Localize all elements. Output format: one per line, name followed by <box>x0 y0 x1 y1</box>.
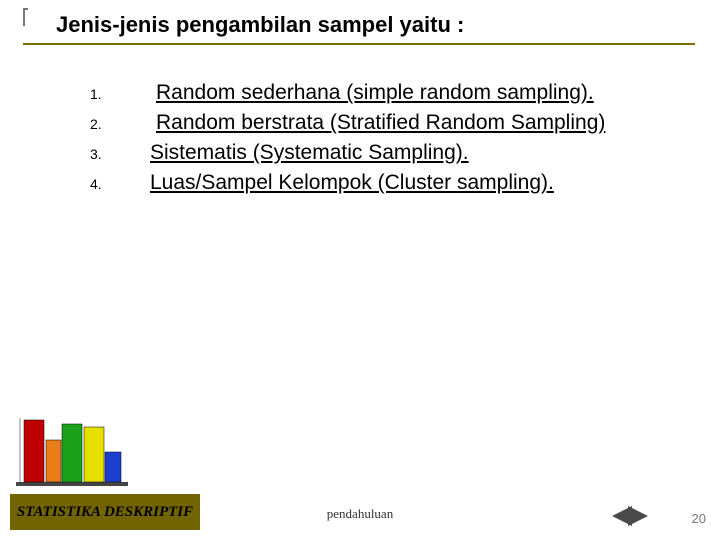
bar-chart-icon <box>12 408 132 488</box>
page-title: Jenis-jenis pengambilan sampel yaitu : <box>56 12 464 38</box>
arrow-right-icon[interactable] <box>628 506 648 526</box>
list-item: 4. Luas/Sampel Kelompok (Cluster samplin… <box>90 170 670 195</box>
list-number: 4. <box>90 170 150 192</box>
list-item: 2. Random berstrata (Stratified Random S… <box>90 110 670 135</box>
nav-arrows <box>612 506 648 526</box>
list-text: Random berstrata (Stratified Random Samp… <box>150 111 605 135</box>
list-text: Luas/Sampel Kelompok (Cluster sampling). <box>150 171 554 195</box>
list-number: 1. <box>90 80 150 102</box>
list-item: 1. Random sederhana (simple random sampl… <box>90 80 670 105</box>
list-text: Random sederhana (simple random sampling… <box>150 81 594 105</box>
page-number: 20 <box>692 511 706 526</box>
corner-accent <box>23 8 28 26</box>
list-item: 3. Sistematis (Systematic Sampling). <box>90 140 670 165</box>
sampling-list: 1. Random sederhana (simple random sampl… <box>90 80 670 200</box>
title-underline <box>23 43 695 45</box>
list-text: Sistematis (Systematic Sampling). <box>150 141 469 165</box>
list-number: 2. <box>90 110 150 132</box>
slide: Jenis-jenis pengambilan sampel yaitu : 1… <box>0 0 720 540</box>
list-number: 3. <box>90 140 150 162</box>
